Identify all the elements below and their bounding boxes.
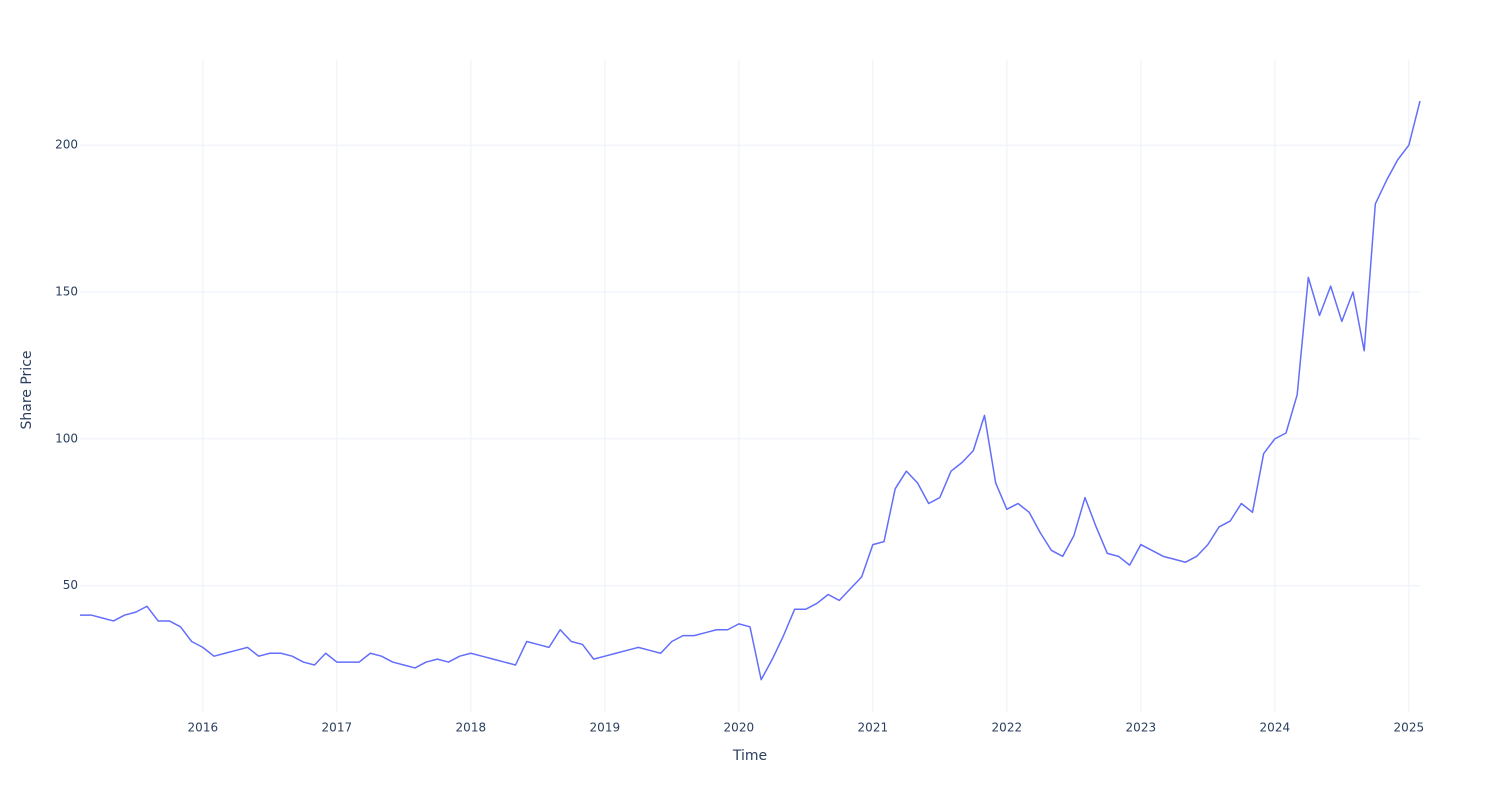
x-axis-title: Time <box>732 748 767 764</box>
y-axis-title: Share Price <box>19 350 35 429</box>
x-tick-label: 2016 <box>188 721 219 735</box>
price-line <box>80 100 1421 681</box>
x-tick-label: 2021 <box>858 721 889 735</box>
x-tick-label: 2019 <box>590 721 621 735</box>
x-tick-label: 2024 <box>1260 721 1291 735</box>
x-tick-label: 2022 <box>992 721 1023 735</box>
x-tick-label: 2023 <box>1126 721 1157 735</box>
y-tick-label: 50 <box>63 578 78 592</box>
y-tick-label: 200 <box>55 138 78 152</box>
x-tick-label: 2018 <box>456 721 487 735</box>
x-tick-label: 2025 <box>1394 721 1425 735</box>
y-tick-label: 150 <box>55 285 78 299</box>
x-tick-label: 2020 <box>724 721 755 735</box>
x-tick-label: 2017 <box>322 721 353 735</box>
y-tick-label: 100 <box>55 431 78 445</box>
